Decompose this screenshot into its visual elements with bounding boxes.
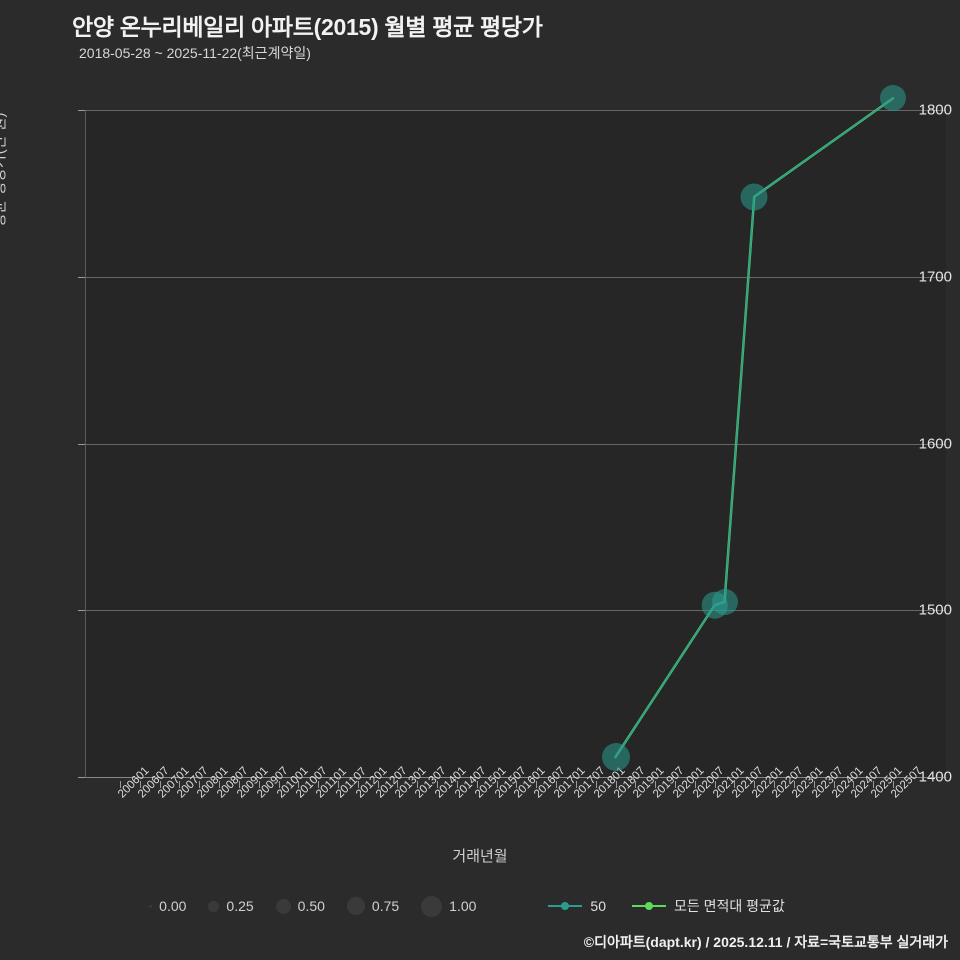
data-point[interactable]: [740, 183, 768, 211]
legend-size-item: 0.75: [346, 897, 400, 915]
legend-size-item: 1.00: [421, 895, 477, 917]
x-tick-mark: [120, 781, 121, 788]
legend-series-label: 50: [590, 898, 606, 914]
legend-size-label: 0.75: [371, 898, 400, 914]
legend-size-dot: [149, 904, 153, 908]
gridline: [86, 110, 946, 111]
legend-size-dot: [275, 898, 291, 914]
y-tick-mark: [78, 110, 85, 111]
x-tick-mark: [714, 781, 716, 788]
x-tick-mark: [516, 781, 518, 788]
chart-subtitle: 2018-05-28 ~ 2025-11-22(최근계약일): [79, 45, 311, 61]
x-tick-mark: [258, 781, 260, 788]
legend-series-item[interactable]: 50: [548, 898, 606, 914]
x-tick-mark: [476, 781, 478, 788]
x-tick-mark: [813, 781, 815, 788]
x-tick-mark: [238, 781, 240, 788]
page-title: 안양 온누리베일리 아파트(2015) 월별 평균 평당가: [72, 14, 543, 40]
legend-size-item: 0.50: [275, 898, 325, 914]
x-tick-mark: [556, 781, 558, 788]
data-point[interactable]: [601, 742, 630, 771]
x-tick-mark: [298, 781, 300, 788]
x-tick-mark: [754, 781, 756, 788]
y-tick-mark: [78, 276, 85, 278]
x-tick-mark: [377, 781, 379, 788]
plot-area: [85, 110, 946, 778]
x-tick-mark: [139, 781, 141, 788]
y-tick-mark: [78, 777, 85, 778]
x-tick-mark: [694, 781, 696, 788]
x-tick-mark: [595, 781, 597, 788]
x-tick-mark: [219, 781, 221, 788]
data-point[interactable]: [880, 85, 906, 112]
x-tick-mark: [833, 781, 835, 788]
gridline: [86, 610, 946, 612]
x-tick-mark: [397, 781, 399, 788]
legend-size-label: 1.00: [449, 898, 477, 914]
legend-size-item: 0.25: [208, 898, 254, 914]
y-tick-mark: [78, 610, 85, 612]
footer-credit: ©디아파트(dapt.kr) / 2025.12.11 / 자료=국토교통부 실…: [583, 934, 948, 950]
gridline: [86, 276, 946, 278]
legend-size-label: 0.00: [159, 898, 187, 914]
chart-legend: 0.00 0.25 0.50 0.75 1.00 50 모든 면적대 평균값: [0, 890, 960, 922]
legend-series-swatch: [548, 900, 583, 912]
legend-series-swatch: [632, 900, 666, 912]
x-tick-mark: [893, 781, 894, 788]
x-tick-mark: [615, 781, 617, 788]
y-tick-label: 1500: [918, 601, 952, 619]
x-axis-label: 거래년월: [452, 848, 508, 865]
x-tick-mark: [635, 781, 637, 788]
x-tick-mark: [456, 781, 458, 788]
x-tick-mark: [674, 781, 676, 788]
x-tick-mark: [774, 781, 776, 788]
x-tick-mark: [278, 781, 280, 788]
x-tick-mark: [536, 781, 538, 788]
legend-size-dot: [208, 900, 220, 912]
legend-series-label: 모든 면적대 평균값: [674, 898, 785, 914]
y-tick-label: 1600: [918, 435, 952, 452]
x-tick-mark: [338, 781, 340, 788]
x-tick-mark: [734, 781, 736, 788]
x-tick-mark: [357, 781, 359, 788]
legend-size-label: 0.25: [226, 898, 254, 914]
x-tick-mark: [655, 781, 657, 788]
y-tick-label: 1800: [918, 101, 952, 119]
legend-size-label: 0.50: [297, 898, 325, 914]
y-tick-label: 1700: [918, 268, 952, 286]
legend-size-item: 0.00: [149, 898, 186, 914]
x-tick-mark: [417, 781, 419, 788]
legend-size-dot: [421, 895, 443, 917]
x-tick-mark: [179, 781, 181, 788]
x-tick-mark: [793, 781, 795, 788]
gridline: [86, 443, 946, 445]
x-tick-mark: [853, 781, 855, 788]
legend-size-dot: [346, 897, 365, 915]
y-axis-label: 평균 평당가(만 원): [0, 112, 8, 228]
x-tick-mark: [199, 781, 201, 788]
x-tick-mark: [437, 781, 439, 788]
y-tick-mark: [78, 443, 85, 445]
data-point[interactable]: [711, 588, 738, 615]
x-tick-mark: [873, 781, 875, 788]
x-tick-mark: [318, 781, 320, 788]
x-tick-mark: [575, 781, 577, 788]
x-tick-mark: [159, 781, 161, 788]
x-axis-line: [85, 777, 945, 778]
x-tick-mark: [496, 781, 498, 788]
legend-series-item[interactable]: 모든 면적대 평균값: [632, 896, 785, 916]
